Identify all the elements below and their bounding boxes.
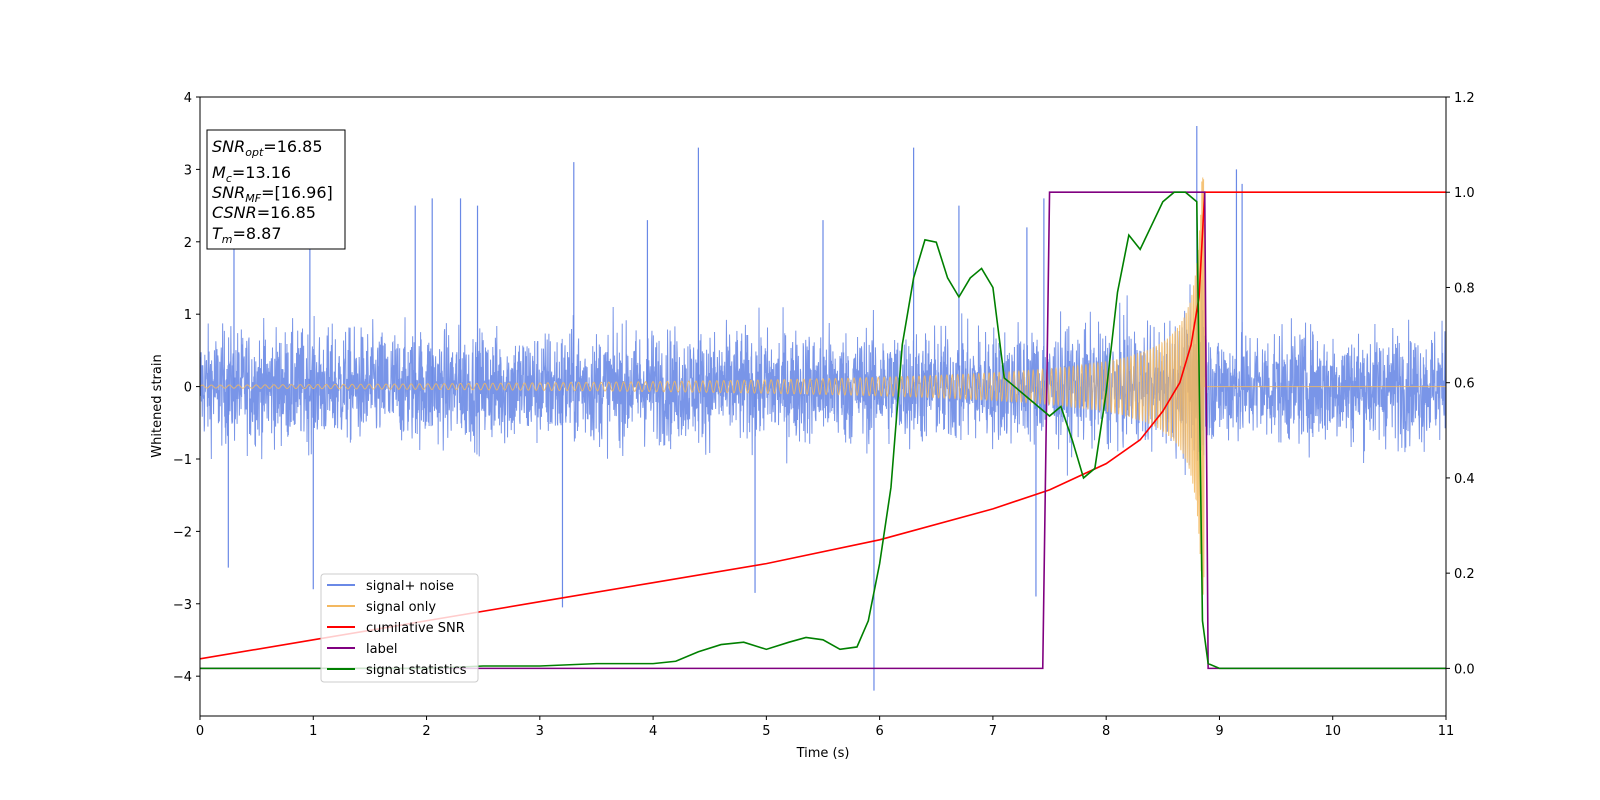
y-axis-left: −4 −3 −2 −1 0 1 2 3 4 [173,91,200,685]
info-snr-opt-symbol: SNR [212,137,245,156]
y2-tick-label: 0.6 [1454,377,1475,392]
legend-label-signal-statistics: signal statistics [366,663,467,678]
y-tick-label: −2 [173,525,192,540]
y2-tick-label: 0.4 [1454,472,1475,487]
x-tick-label: 7 [989,724,997,739]
x-tick-label: 3 [536,724,544,739]
info-snr-mf-sub: MF [245,192,261,205]
y2-tick-label: 0.8 [1454,281,1475,296]
legend-label-signal-noise: signal+ noise [366,579,454,594]
info-mc: Mc=13.16 [212,163,291,185]
legend-frame [320,573,479,683]
info-csnr: CSNR=16.85 [212,203,316,222]
x-tick-label: 11 [1438,724,1455,739]
info-tm-symbol: T [212,224,223,243]
legend-label-signal-only: signal only [366,600,436,615]
x-tick-label: 1 [309,724,317,739]
info-mc-value: =13.16 [232,163,291,182]
y-tick-label: 2 [184,236,192,251]
series-signal-statistics-line [200,191,1446,670]
plot-area [200,125,1446,691]
info-mc-symbol: M [212,163,226,182]
info-tm: Tm=8.87 [212,224,282,246]
x-tick-label: 5 [762,724,770,739]
y-tick-label: −3 [173,598,192,613]
info-snr-mf: SNRMF=[16.96] [212,183,333,205]
info-box-frame [206,129,346,250]
x-tick-label: 6 [875,724,883,739]
y-tick-label: 3 [184,163,192,178]
legend-label-cumulative-snr: cumilative SNR [366,621,465,636]
info-mc-sub: c [226,172,232,185]
x-tick-label: 4 [649,724,657,739]
info-tm-sub: m [222,233,233,246]
series-cumulative-snr-line [200,191,1446,660]
y-tick-label: 1 [184,308,192,323]
y-tick-label: −1 [173,453,192,468]
axes-frame [199,96,1447,717]
y2-tick-label: 0.0 [1454,662,1475,677]
info-csnr-value: =16.85 [257,203,316,222]
y-axis-right: 0.0 0.2 0.4 0.6 0.8 1.0 1.2 [1446,91,1475,677]
info-snr-opt-sub: opt [245,146,264,159]
info-snr-opt-value: =16.85 [263,137,322,156]
info-tm-value: =8.87 [233,224,282,243]
y-axis-label: Whitened strain [150,354,165,457]
x-tick-label: 8 [1102,724,1110,739]
x-tick-label: 10 [1324,724,1341,739]
legend-label-label: label [366,642,397,657]
y2-tick-label: 0.2 [1454,567,1475,582]
legend: signal+ noise signal only cumilative SNR… [320,573,479,683]
y-tick-label: 0 [184,381,192,396]
info-csnr-symbol: CSNR [212,203,257,222]
x-tick-label: 9 [1215,724,1223,739]
x-tick-label: 2 [422,724,430,739]
info-snr-opt: SNRopt=16.85 [212,137,323,159]
y-tick-label: −4 [173,670,192,685]
y-tick-label: 4 [184,91,192,106]
info-box: SNRopt=16.85 Mc=13.16 SNRMF=[16.96] CSNR… [206,129,346,250]
info-snr-mf-symbol: SNR [212,183,245,202]
info-snr-mf-value: =[16.96] [261,183,333,202]
y2-tick-label: 1.2 [1454,91,1475,106]
x-axis-label: Time (s) [796,746,850,761]
x-tick-label: 0 [196,724,204,739]
series-signal-only-line [200,177,1446,595]
x-axis: 0 1 2 3 4 5 6 7 8 9 10 11 [196,716,1454,739]
y2-tick-label: 1.0 [1454,186,1475,201]
